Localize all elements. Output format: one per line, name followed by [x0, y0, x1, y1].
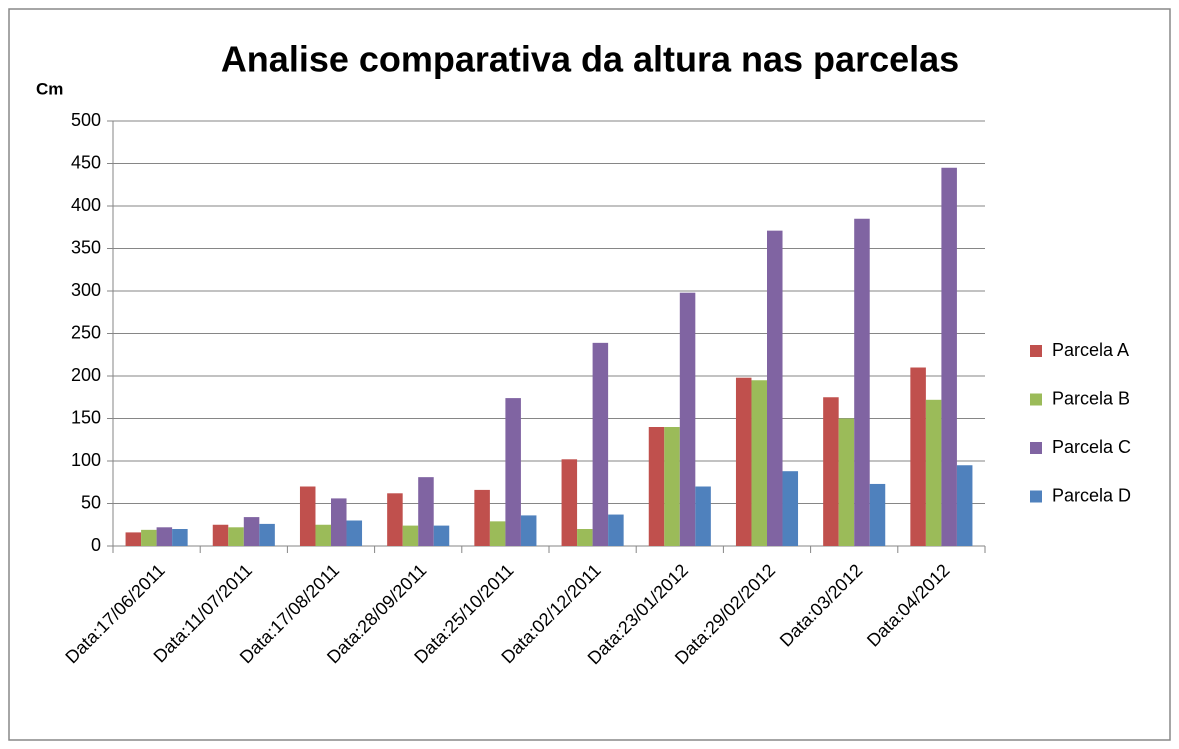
bar — [679, 292, 696, 546]
bar — [648, 427, 665, 546]
bar — [172, 529, 188, 546]
bar — [695, 486, 711, 546]
bar — [228, 527, 244, 546]
chart-title: Analise comparativa da altura nas parcel… — [221, 39, 959, 80]
bar — [212, 524, 229, 546]
bar — [577, 529, 593, 546]
legend-swatch — [1030, 490, 1042, 503]
legend-label: Parcela D — [1052, 485, 1131, 505]
bar — [141, 529, 157, 546]
bar — [474, 489, 490, 546]
chart-border — [8, 8, 1171, 741]
bar — [735, 377, 752, 546]
y-tick-label: 150 — [71, 407, 101, 427]
bar — [592, 342, 609, 546]
y-axis-label: Cm — [36, 79, 63, 98]
bar — [418, 477, 434, 546]
legend-label: Parcela B — [1052, 388, 1130, 408]
legend-swatch — [1030, 345, 1042, 357]
bar — [331, 498, 347, 546]
y-tick-label: 100 — [71, 450, 101, 470]
bar — [608, 514, 624, 546]
y-tick-label: 250 — [71, 322, 101, 342]
bar — [259, 523, 275, 546]
bar — [823, 397, 839, 546]
bar — [751, 380, 767, 546]
bar — [561, 459, 578, 546]
bar — [854, 218, 870, 546]
bar — [433, 525, 450, 546]
bar — [299, 486, 316, 546]
bar — [346, 520, 363, 546]
legend-label: Parcela A — [1052, 340, 1129, 360]
y-tick-label: 300 — [71, 280, 101, 300]
bar — [910, 367, 926, 546]
y-tick-label: 50 — [81, 492, 101, 512]
y-tick-label: 450 — [71, 152, 101, 172]
legend-swatch — [1030, 393, 1042, 406]
legend-swatch — [1030, 442, 1042, 454]
bar — [402, 525, 419, 546]
y-tick-label: 350 — [71, 237, 101, 257]
y-tick-label: 200 — [71, 365, 101, 385]
bar — [767, 230, 783, 546]
bar — [243, 517, 260, 546]
y-tick-label: 400 — [71, 195, 101, 215]
bar — [125, 532, 142, 546]
bar — [664, 427, 680, 546]
bar — [315, 524, 331, 546]
y-tick-label: 0 — [91, 535, 101, 555]
bar — [520, 515, 537, 546]
bar — [505, 398, 521, 546]
bar — [956, 465, 973, 546]
bar — [387, 493, 403, 546]
bar — [489, 521, 506, 546]
y-tick-label: 500 — [71, 110, 101, 130]
bar — [156, 527, 173, 546]
bar — [925, 399, 942, 546]
bar — [838, 418, 855, 546]
bar — [941, 167, 957, 546]
bar — [782, 471, 799, 546]
legend-label: Parcela C — [1052, 437, 1131, 457]
bar — [869, 483, 886, 546]
